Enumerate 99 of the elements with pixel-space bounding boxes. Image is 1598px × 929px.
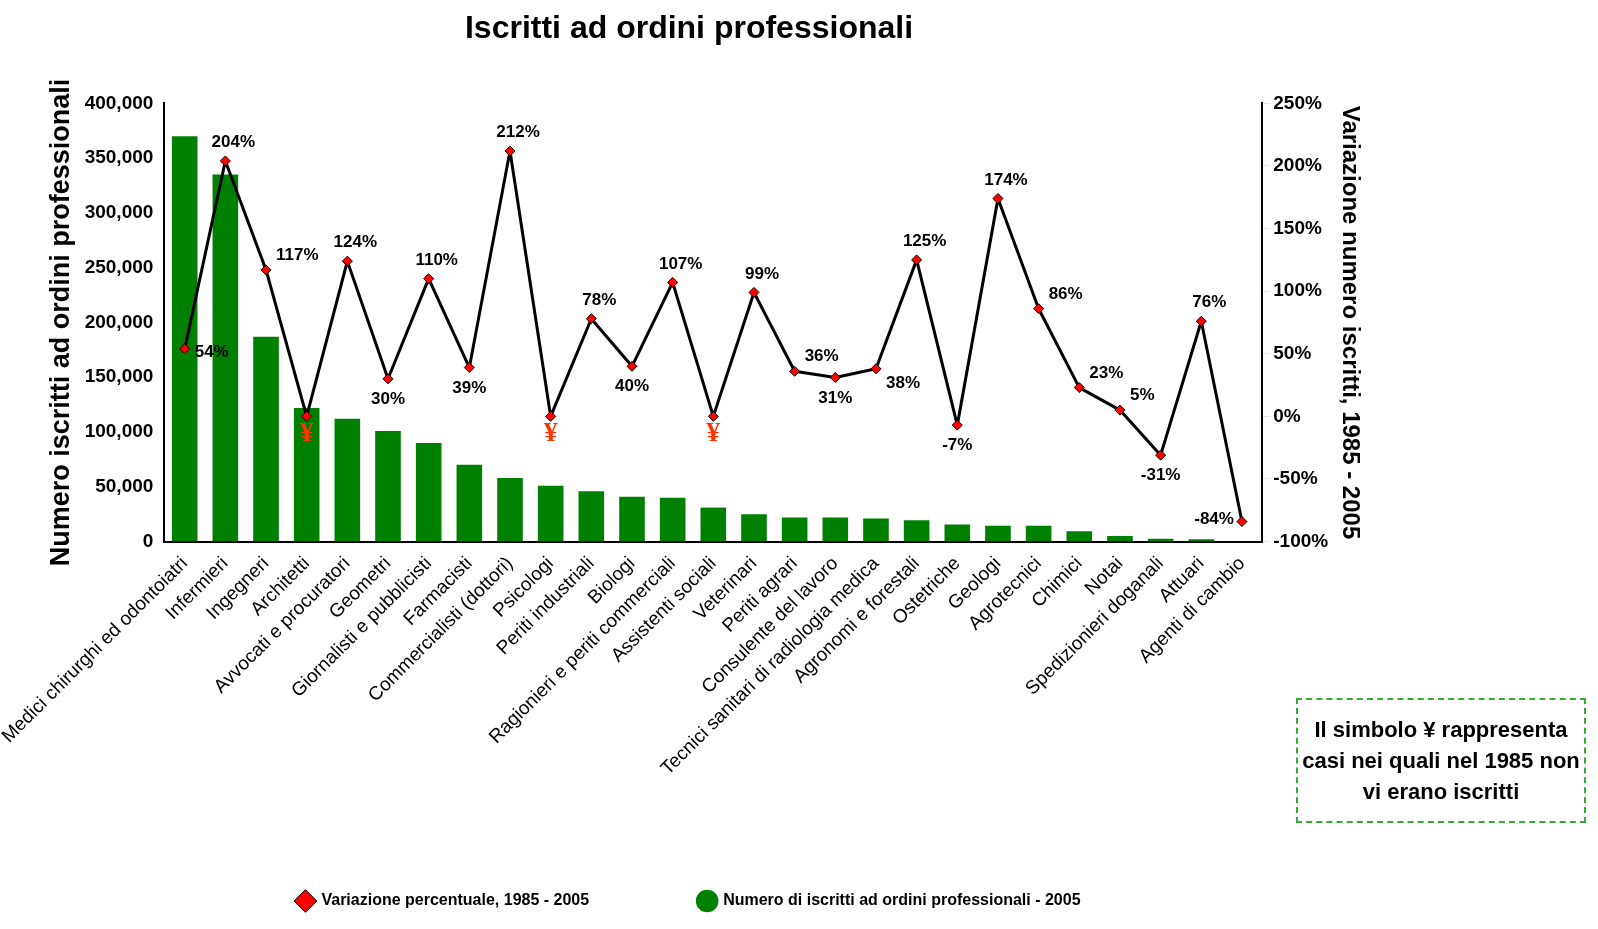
data-label: 76% — [1192, 292, 1227, 312]
point — [707, 410, 719, 422]
bar — [375, 430, 401, 542]
bar — [334, 418, 361, 542]
point — [789, 365, 801, 377]
point — [1236, 516, 1248, 528]
point — [545, 410, 557, 422]
y-tick-label: 400,000 — [84, 91, 154, 113]
point — [667, 276, 679, 288]
data-label: 39% — [452, 377, 487, 397]
point — [992, 193, 1004, 205]
point — [829, 372, 841, 384]
y2-tick-label: 250% — [1273, 91, 1322, 113]
data-label: 40% — [614, 376, 650, 396]
bar — [578, 491, 605, 542]
point — [463, 362, 475, 374]
data-label: 117% — [276, 245, 319, 265]
y2-tick-label: 100% — [1273, 279, 1322, 301]
data-label: 110% — [415, 249, 458, 269]
legend-label: Variazione percentuale, 1985 - 2005 — [321, 891, 590, 909]
y-tick-label: 150,000 — [84, 365, 154, 387]
data-label: -31% — [1140, 465, 1181, 485]
point — [341, 255, 353, 267]
data-label: 174% — [984, 169, 1028, 189]
data-label: 78% — [582, 289, 617, 309]
bar — [659, 497, 686, 542]
y-tick-label: 350,000 — [84, 146, 154, 168]
point — [951, 419, 963, 431]
y-tick-label: 50,000 — [95, 475, 154, 497]
bar — [537, 485, 564, 542]
y2-tick-label: 200% — [1273, 154, 1322, 176]
point — [260, 264, 272, 276]
point — [301, 410, 313, 422]
data-label: 212% — [496, 122, 540, 142]
data-label: 124% — [333, 232, 378, 252]
point — [748, 286, 760, 298]
y2-tick-label: 50% — [1273, 342, 1312, 363]
point — [1155, 449, 1167, 461]
annotation: ¥ — [543, 415, 558, 447]
bar — [1025, 525, 1052, 542]
bar — [944, 524, 971, 542]
bar — [863, 518, 889, 542]
point — [423, 273, 435, 285]
point — [911, 254, 923, 266]
y2-axis-title: Variazione numero iscritti, 1985 - 2005 — [1337, 105, 1365, 540]
point — [626, 360, 638, 372]
bar — [1188, 539, 1215, 542]
point — [1195, 315, 1207, 327]
bar — [1107, 536, 1133, 542]
bar — [619, 496, 645, 542]
data-label: 30% — [370, 388, 406, 408]
point — [870, 363, 882, 375]
y2-tick-label: 0% — [1273, 404, 1301, 426]
y2-tick-label: -50% — [1273, 467, 1318, 489]
point — [382, 373, 394, 385]
bar — [822, 517, 849, 542]
data-label: 107% — [658, 253, 703, 273]
y-tick-label: 100,000 — [84, 420, 154, 442]
bar — [985, 525, 1011, 542]
point — [219, 155, 231, 167]
data-label: 99% — [744, 263, 779, 283]
point — [179, 343, 191, 355]
y-tick-label: 300,000 — [84, 201, 154, 223]
bar — [781, 517, 808, 542]
data-label: -7% — [942, 435, 973, 455]
y-tick-label: 200,000 — [84, 310, 154, 332]
text: Il simbolo ¥ rappresenta casi nei quali nel 1985 non vi erano iscritti — [1296, 698, 1586, 823]
bar — [293, 407, 320, 542]
data-label: 86% — [1048, 283, 1083, 303]
y2-tick-label: -100% — [1273, 529, 1329, 551]
point — [1114, 404, 1126, 416]
bar — [415, 442, 442, 542]
data-label: 38% — [885, 372, 921, 392]
data-label: 5% — [1129, 385, 1155, 405]
point — [585, 313, 597, 325]
chart-title: Iscritti ad ordini professionali — [464, 9, 914, 46]
bar — [903, 520, 930, 542]
data-label: 23% — [1089, 362, 1124, 382]
y2-tick-label: 150% — [1273, 216, 1322, 238]
bar — [497, 478, 523, 542]
y-tick-label: 0 — [142, 529, 154, 551]
annotation: ¥ — [299, 415, 314, 447]
point — [1073, 382, 1085, 394]
point — [504, 145, 516, 157]
data-label: 204% — [211, 132, 256, 152]
bar — [700, 507, 727, 542]
y-tick-label: 250,000 — [84, 255, 154, 277]
bar — [456, 464, 483, 542]
point — [1033, 303, 1045, 315]
data-label: -84% — [1194, 509, 1234, 529]
data-label: 36% — [804, 346, 839, 366]
bar — [741, 514, 767, 542]
y-axis-title: Numero iscritti ad ordini professionali — [44, 78, 75, 567]
bar — [253, 336, 279, 542]
legend-label: Numero di iscritti ad ordini professionali - 2005 — [723, 891, 1081, 909]
bar — [1066, 531, 1093, 542]
data-label: 125% — [902, 231, 947, 251]
data-label: 31% — [818, 387, 853, 407]
annotation: ¥ — [706, 415, 721, 447]
